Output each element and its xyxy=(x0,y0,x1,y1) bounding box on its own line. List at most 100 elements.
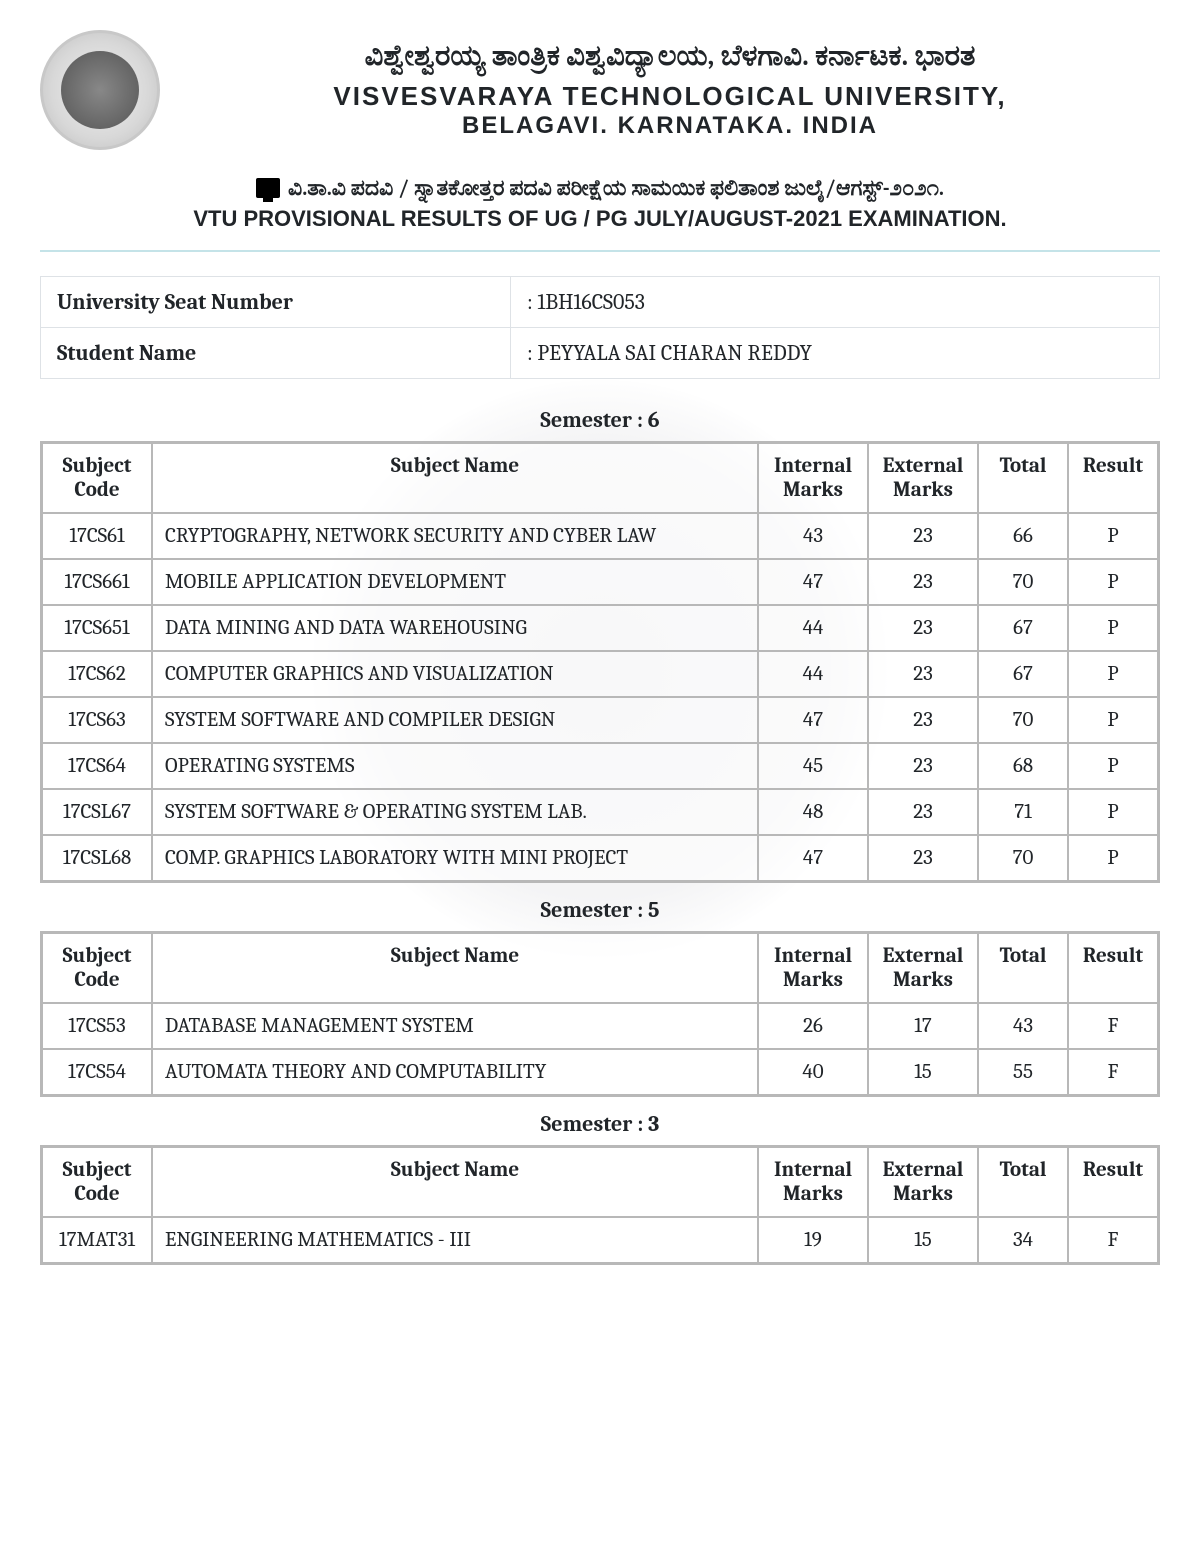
student-name-value: : PEYYALA SAI CHARAN REDDY xyxy=(510,328,1159,379)
cell-code: 17CSL67 xyxy=(42,789,152,835)
cell-result: P xyxy=(1068,789,1158,835)
cell-internal: 47 xyxy=(758,559,868,605)
cell-code: 17CS63 xyxy=(42,697,152,743)
column-header-result: Result xyxy=(1068,933,1158,1003)
subtitle-block: ವಿ.ತಾ.ವಿ ಪದವಿ / ಸ್ನಾತಕೋತ್ತರ ಪದವಿ ಪರೀಕ್ಷೆ… xyxy=(40,175,1160,232)
header-kannada: ವಿಶ್ವೇಶ್ವರಯ್ಯ ತಾಂತ್ರಿಕ ವಿಶ್ವವಿದ್ಯಾಲಯ, ಬೆ… xyxy=(180,40,1160,73)
cell-code: 17CS53 xyxy=(42,1003,152,1049)
cell-external: 15 xyxy=(868,1217,978,1263)
cell-external: 23 xyxy=(868,835,978,881)
usn-label: University Seat Number xyxy=(41,277,511,328)
table-header-row: Subject CodeSubject NameInternal MarksEx… xyxy=(42,1147,1158,1217)
cell-code: 17CS54 xyxy=(42,1049,152,1095)
column-header-total: Total xyxy=(978,933,1068,1003)
column-header-name: Subject Name xyxy=(152,1147,758,1217)
column-header-total: Total xyxy=(978,443,1068,513)
column-header-code: Subject Code xyxy=(42,933,152,1003)
cell-name: DATA MINING AND DATA WAREHOUSING xyxy=(152,605,758,651)
cell-result: P xyxy=(1068,743,1158,789)
table-row: 17CS62COMPUTER GRAPHICS AND VISUALIZATIO… xyxy=(42,651,1158,697)
cell-result: P xyxy=(1068,605,1158,651)
table-header-row: Subject CodeSubject NameInternal MarksEx… xyxy=(42,933,1158,1003)
cell-code: 17CS62 xyxy=(42,651,152,697)
table-row: University Seat Number : 1BH16CS053 xyxy=(41,277,1160,328)
column-header-code: Subject Code xyxy=(42,443,152,513)
semester-title: Semester : 5 xyxy=(40,897,1160,923)
cell-external: 23 xyxy=(868,513,978,559)
cell-total: 70 xyxy=(978,697,1068,743)
table-row: Student Name : PEYYALA SAI CHARAN REDDY xyxy=(41,328,1160,379)
cell-result: P xyxy=(1068,559,1158,605)
table-row: 17MAT31ENGINEERING MATHEMATICS - III1915… xyxy=(42,1217,1158,1263)
semesters-container: Semester : 6Subject CodeSubject NameInte… xyxy=(40,407,1160,1265)
cell-internal: 26 xyxy=(758,1003,868,1049)
table-row: 17CS54AUTOMATA THEORY AND COMPUTABILITY4… xyxy=(42,1049,1158,1095)
student-name-label: Student Name xyxy=(41,328,511,379)
table-row: 17CS661MOBILE APPLICATION DEVELOPMENT472… xyxy=(42,559,1158,605)
column-header-result: Result xyxy=(1068,443,1158,513)
cell-code: 17CS651 xyxy=(42,605,152,651)
cell-name: CRYPTOGRAPHY, NETWORK SECURITY AND CYBER… xyxy=(152,513,758,559)
column-header-name: Subject Name xyxy=(152,443,758,513)
semester-title: Semester : 6 xyxy=(40,407,1160,433)
header-divider xyxy=(40,250,1160,252)
cell-code: 17CS61 xyxy=(42,513,152,559)
marks-table: Subject CodeSubject NameInternal MarksEx… xyxy=(40,441,1160,883)
semester-title: Semester : 3 xyxy=(40,1111,1160,1137)
usn-value: : 1BH16CS053 xyxy=(510,277,1159,328)
cell-name: COMPUTER GRAPHICS AND VISUALIZATION xyxy=(152,651,758,697)
cell-internal: 40 xyxy=(758,1049,868,1095)
cell-internal: 43 xyxy=(758,513,868,559)
monitor-icon xyxy=(256,178,280,198)
cell-code: 17MAT31 xyxy=(42,1217,152,1263)
university-logo xyxy=(40,30,160,150)
cell-internal: 19 xyxy=(758,1217,868,1263)
marks-table: Subject CodeSubject NameInternal MarksEx… xyxy=(40,1145,1160,1265)
column-header-code: Subject Code xyxy=(42,1147,152,1217)
cell-internal: 47 xyxy=(758,835,868,881)
column-header-result: Result xyxy=(1068,1147,1158,1217)
cell-result: F xyxy=(1068,1003,1158,1049)
cell-result: P xyxy=(1068,513,1158,559)
cell-external: 23 xyxy=(868,789,978,835)
cell-total: 67 xyxy=(978,651,1068,697)
cell-name: AUTOMATA THEORY AND COMPUTABILITY xyxy=(152,1049,758,1095)
cell-result: P xyxy=(1068,651,1158,697)
cell-name: MOBILE APPLICATION DEVELOPMENT xyxy=(152,559,758,605)
subtitle-kannada: ವಿ.ತಾ.ವಿ ಪದವಿ / ಸ್ನಾತಕೋತ್ತರ ಪದವಿ ಪರೀಕ್ಷೆ… xyxy=(256,175,944,201)
column-header-internal: Internal Marks xyxy=(758,1147,868,1217)
cell-name: DATABASE MANAGEMENT SYSTEM xyxy=(152,1003,758,1049)
column-header-internal: Internal Marks xyxy=(758,933,868,1003)
column-header-external: External Marks xyxy=(868,1147,978,1217)
cell-internal: 44 xyxy=(758,651,868,697)
cell-external: 15 xyxy=(868,1049,978,1095)
cell-total: 70 xyxy=(978,835,1068,881)
cell-internal: 44 xyxy=(758,605,868,651)
cell-result: F xyxy=(1068,1049,1158,1095)
header-text-block: ವಿಶ್ವೇಶ್ವರಯ್ಯ ತಾಂತ್ರಿಕ ವಿಶ್ವವಿದ್ಯಾಲಯ, ಬೆ… xyxy=(180,40,1160,140)
marks-table: Subject CodeSubject NameInternal MarksEx… xyxy=(40,931,1160,1097)
cell-total: 68 xyxy=(978,743,1068,789)
cell-total: 43 xyxy=(978,1003,1068,1049)
cell-total: 71 xyxy=(978,789,1068,835)
cell-name: ENGINEERING MATHEMATICS - III xyxy=(152,1217,758,1263)
cell-result: P xyxy=(1068,835,1158,881)
cell-internal: 45 xyxy=(758,743,868,789)
cell-name: COMP. GRAPHICS LABORATORY WITH MINI PROJ… xyxy=(152,835,758,881)
cell-external: 23 xyxy=(868,605,978,651)
column-header-name: Subject Name xyxy=(152,933,758,1003)
cell-name: OPERATING SYSTEMS xyxy=(152,743,758,789)
table-row: 17CSL67SYSTEM SOFTWARE & OPERATING SYSTE… xyxy=(42,789,1158,835)
column-header-total: Total xyxy=(978,1147,1068,1217)
column-header-external: External Marks xyxy=(868,443,978,513)
cell-result: F xyxy=(1068,1217,1158,1263)
table-row: 17CS53DATABASE MANAGEMENT SYSTEM261743F xyxy=(42,1003,1158,1049)
table-row: 17CS64OPERATING SYSTEMS452368P xyxy=(42,743,1158,789)
cell-result: P xyxy=(1068,697,1158,743)
page-header: ವಿಶ್ವೇಶ್ವರಯ್ಯ ತಾಂತ್ರಿಕ ವಿಶ್ವವಿದ್ಯಾಲಯ, ಬೆ… xyxy=(40,30,1160,150)
table-row: 17CS61CRYPTOGRAPHY, NETWORK SECURITY AND… xyxy=(42,513,1158,559)
cell-external: 17 xyxy=(868,1003,978,1049)
table-row: 17CS651DATA MINING AND DATA WAREHOUSING4… xyxy=(42,605,1158,651)
column-header-external: External Marks xyxy=(868,933,978,1003)
table-header-row: Subject CodeSubject NameInternal MarksEx… xyxy=(42,443,1158,513)
